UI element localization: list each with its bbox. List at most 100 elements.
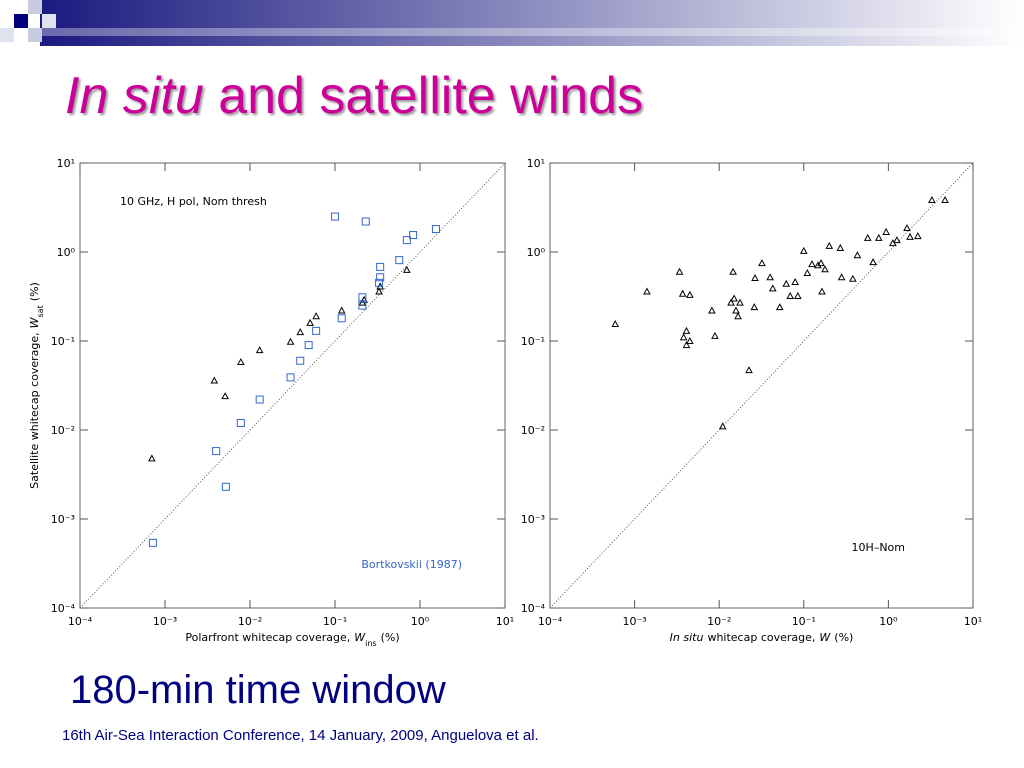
axis-label: Polarfront whitecap coverage, Wins (%)	[185, 631, 399, 648]
title-italic: In situ	[65, 67, 204, 125]
y-tick-label: 10⁻¹	[521, 335, 545, 348]
point	[893, 236, 901, 244]
point	[678, 289, 687, 297]
y-tick-label: 10⁻¹	[51, 335, 75, 348]
point	[221, 392, 229, 400]
point	[304, 341, 313, 350]
axis-label: Satellite whitecap coverage, Wsat (%)	[28, 282, 45, 489]
x-tick-label: 10⁻⁴	[538, 615, 563, 628]
y-tick-label: 10¹	[57, 157, 75, 170]
point	[711, 331, 719, 339]
point	[296, 328, 305, 336]
point	[286, 337, 295, 345]
deco-square	[0, 28, 14, 42]
point	[814, 261, 822, 269]
point	[402, 236, 411, 245]
point	[768, 284, 777, 292]
point	[402, 265, 411, 273]
point	[808, 260, 816, 268]
point	[729, 267, 737, 275]
header-band	[40, 0, 1024, 46]
y-tick-label: 10⁻⁴	[521, 602, 546, 615]
point	[358, 293, 367, 302]
y-tick-label: 10⁰	[57, 246, 76, 259]
point	[409, 231, 418, 240]
point	[730, 294, 738, 302]
axis-label-part: In situ	[670, 631, 704, 644]
point	[679, 333, 688, 341]
point	[782, 279, 791, 287]
x-tick-label: 10⁻²	[238, 615, 262, 628]
point	[431, 225, 440, 234]
x-tick-label: 10⁰	[411, 615, 430, 628]
point	[376, 262, 385, 271]
point	[758, 259, 766, 267]
point	[358, 301, 367, 310]
point	[395, 256, 404, 265]
point	[869, 258, 877, 266]
axis-label-part: (%)	[28, 282, 41, 301]
point	[708, 306, 716, 314]
point	[775, 303, 784, 311]
point	[236, 418, 245, 427]
y-tick-label: 10⁰	[527, 246, 546, 259]
point	[825, 241, 834, 249]
point	[306, 318, 314, 326]
point	[745, 366, 753, 374]
point	[221, 482, 230, 491]
axis-label: In situ whitecap coverage, W (%)	[670, 631, 854, 644]
point	[750, 303, 759, 311]
point	[337, 314, 346, 323]
point	[914, 232, 922, 240]
point	[837, 273, 846, 281]
subtitle: 180-min time window	[70, 668, 446, 712]
point	[732, 306, 740, 314]
point	[361, 217, 370, 226]
point	[906, 232, 914, 240]
point	[818, 287, 826, 295]
point	[331, 212, 339, 221]
x-tick-label: 10⁻²	[707, 615, 731, 628]
deco-square	[42, 14, 56, 28]
point	[643, 287, 651, 295]
axis-label-part: sat	[36, 305, 45, 317]
slide-title: In situ and satellite winds	[65, 66, 643, 126]
plot-frame	[79, 162, 506, 609]
axis-label-part: (%)	[381, 631, 400, 644]
point	[312, 312, 320, 320]
plot-frame	[549, 162, 974, 609]
point	[611, 320, 620, 328]
point	[312, 326, 321, 335]
x-tick-label: 10¹	[964, 615, 982, 628]
axis-label-part: whitecap coverage,	[707, 631, 815, 644]
x-tick-label: 10¹	[496, 615, 514, 628]
point	[903, 223, 911, 232]
point	[337, 306, 346, 314]
annotation: 10 GHz, H pol, Nom thresh	[120, 195, 267, 208]
point	[853, 251, 862, 259]
identity-line	[549, 162, 974, 609]
axis-label-part: Satellite whitecap coverage,	[28, 332, 41, 489]
point	[836, 243, 845, 251]
point	[736, 298, 744, 306]
axis-label-part: (%)	[834, 631, 853, 644]
deco-square	[28, 0, 42, 14]
header-stripe	[40, 28, 1024, 36]
deco-square	[28, 28, 42, 42]
point	[863, 233, 872, 241]
title-rest: and satellite winds	[218, 67, 644, 125]
point	[803, 269, 812, 277]
point	[817, 259, 825, 267]
point	[734, 312, 742, 320]
y-tick-label: 10⁻²	[521, 424, 545, 437]
point	[751, 273, 759, 282]
footer: 16th Air-Sea Interaction Conference, 14 …	[62, 727, 539, 744]
point	[882, 227, 890, 235]
point	[255, 395, 264, 404]
point	[675, 267, 684, 275]
point	[686, 290, 694, 298]
point	[793, 291, 802, 300]
point	[212, 447, 221, 456]
point	[686, 336, 694, 344]
